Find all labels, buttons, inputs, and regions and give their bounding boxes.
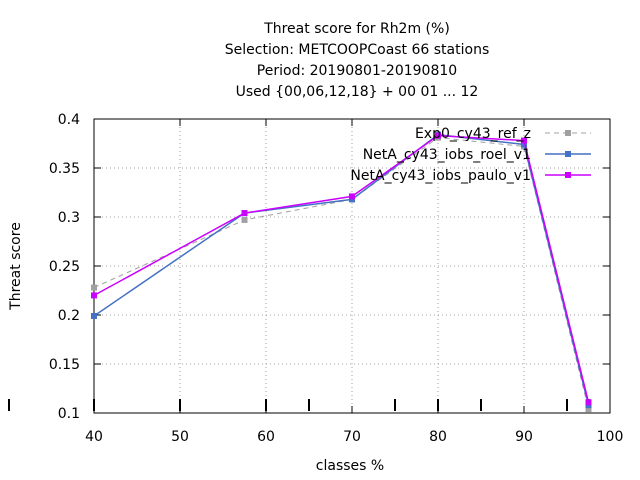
data-point [435, 132, 441, 139]
data-point [585, 399, 592, 406]
x-tick-label: 80 [429, 429, 447, 445]
legend-label: NetA_cy43_iobs_paulo_v1 [350, 168, 531, 184]
chart-title-line-2: Selection: METCOOPCoast 66 stations [225, 42, 490, 58]
legend-swatch-marker [565, 130, 571, 136]
y-tick-label: 0.25 [49, 259, 80, 275]
series-3 [91, 132, 592, 406]
x-tick-label: 70 [343, 429, 361, 445]
series-lines [91, 131, 592, 413]
y-tick-label: 0.35 [49, 161, 80, 177]
chart-title-line-4: Used {00,06,12,18} + 00 01 ... 12 [236, 84, 479, 100]
x-tick-label: 60 [257, 429, 275, 445]
x-tick-label: 100 [597, 429, 624, 445]
legend-label: NetA_cy43_iobs_roel_v1 [363, 147, 531, 163]
grid-lines [94, 119, 610, 413]
y-tick-label: 0.2 [58, 308, 80, 324]
series-line [93, 137, 589, 410]
chart-title-line-3: Period: 20190801-20190810 [257, 63, 457, 79]
axes: 40 50 60 70 80 90 100 0.1 0.15 0.2 0.25 0.3 0.35 0.4 [49, 112, 624, 445]
data-point [91, 292, 97, 299]
data-point [521, 141, 527, 148]
legend-swatch-marker [565, 151, 571, 157]
data-point [91, 312, 97, 319]
data-point [91, 284, 97, 291]
y-axis-label: Threat score [8, 222, 24, 311]
x-tick-label: 40 [85, 429, 103, 445]
observation-marks [8, 399, 590, 411]
data-point [241, 216, 248, 223]
chart-title-line-1: Threat score for Rh2m (%) [263, 21, 450, 37]
x-tick-label: 90 [515, 429, 533, 445]
x-axis-label: classes % [316, 458, 384, 474]
data-point [521, 137, 527, 144]
y-tick-label: 0.4 [58, 112, 80, 128]
x-tick-label: 50 [171, 429, 189, 445]
data-point [349, 193, 355, 200]
legend-swatch-marker [565, 172, 571, 178]
chart-title-block: Threat score for Rh2m (%) Selection: MET… [225, 21, 490, 100]
legend: Exp0_cy43_ref_z NetA_cy43_iobs_roel_v1 Net… [350, 126, 591, 184]
series-line [93, 133, 590, 406]
y-tick-label: 0.3 [58, 210, 80, 226]
legend-entry-2: NetA_cy43_iobs_roel_v1 [363, 147, 591, 163]
data-point [241, 210, 248, 217]
legend-label: Exp0_cy43_ref_z [415, 126, 531, 142]
legend-entry-3: NetA_cy43_iobs_paulo_v1 [350, 168, 591, 184]
series-line [93, 134, 590, 403]
legend-entry-1: Exp0_cy43_ref_z [415, 126, 591, 142]
data-point [585, 406, 592, 413]
y-tick-label: 0.15 [49, 357, 80, 373]
y-tick-label: 0.1 [58, 406, 80, 422]
